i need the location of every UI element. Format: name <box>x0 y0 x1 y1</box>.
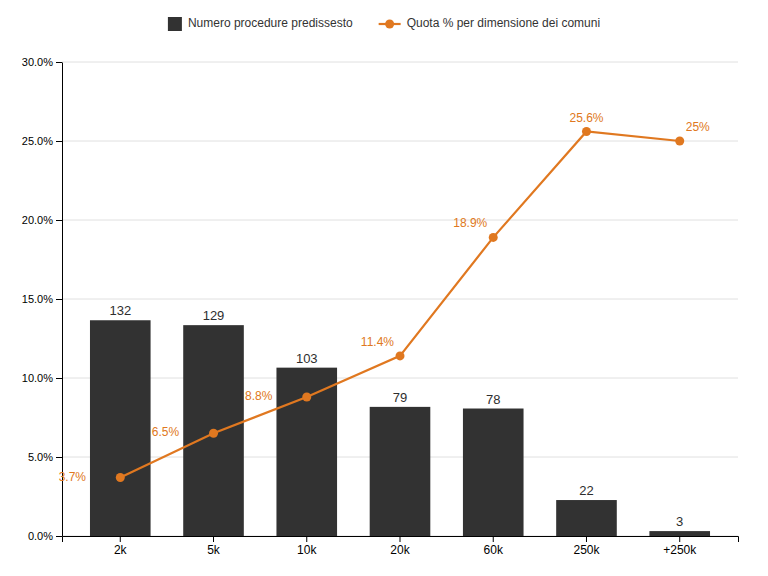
tick: 20k <box>390 536 410 557</box>
tick-label: +250k <box>663 543 697 557</box>
legend-item: Quota % per dimensione dei comuni <box>379 16 600 30</box>
tick-label: 5.0% <box>28 451 53 463</box>
data-label: 3 <box>676 514 683 529</box>
grid-line <box>62 299 738 300</box>
data-label: 3.7% <box>59 470 87 484</box>
marker <box>489 233 498 242</box>
data-label: 25.6% <box>569 111 603 125</box>
tick-label: 2k <box>114 543 128 557</box>
legend-swatch <box>168 17 182 31</box>
data-label: 22 <box>579 483 593 498</box>
tick: 10.0% <box>22 372 62 384</box>
data-label: 132 <box>109 303 131 318</box>
tick-label: 15.0% <box>22 293 53 305</box>
grid-line <box>62 141 738 142</box>
tick: 15.0% <box>22 293 62 305</box>
tick-label: 20k <box>390 543 410 557</box>
tick-label: 30.0% <box>22 56 53 68</box>
tick-mark <box>56 299 62 300</box>
tick-mark <box>586 536 587 542</box>
data-label: 129 <box>203 308 225 323</box>
tick: 5k <box>207 536 221 557</box>
data-label: 11.4% <box>361 335 394 349</box>
data-label: 18.9% <box>453 216 487 230</box>
tick-label: 0.0% <box>28 530 53 542</box>
data-label: 6.5% <box>152 425 180 439</box>
tick-label: 250k <box>573 543 600 557</box>
tick-label: 60k <box>484 543 504 557</box>
data-label: 79 <box>393 390 407 405</box>
tick-mark <box>56 457 62 458</box>
legend-item: Numero procedure predissesto <box>168 16 353 31</box>
bar <box>463 409 524 536</box>
data-label: 78 <box>486 392 500 407</box>
tick: +250k <box>663 536 697 557</box>
tick-mark <box>679 536 680 542</box>
marker <box>302 392 311 401</box>
grid-line <box>62 220 738 221</box>
line <box>120 132 679 478</box>
tick-mark <box>213 536 214 542</box>
tick: 25.0% <box>22 135 62 147</box>
tick: 5.0% <box>28 451 62 463</box>
markers <box>116 127 684 482</box>
legend: Numero procedure predissesto Quota % per … <box>168 16 600 31</box>
bar <box>276 368 337 536</box>
tick-label: 5k <box>207 543 221 557</box>
tick-mark <box>120 536 121 542</box>
tick-mark <box>306 536 307 542</box>
marker <box>209 429 218 438</box>
tick-label: 10k <box>297 543 317 557</box>
bar <box>556 500 617 536</box>
data-label: 103 <box>296 351 318 366</box>
tick: 250k <box>573 536 600 557</box>
tick-mark <box>56 141 62 142</box>
x-axis: 2k 5k 10k 20k 60k 250k +250k <box>63 536 739 557</box>
tick: 20.0% <box>22 214 62 226</box>
tick-label: 10.0% <box>22 372 53 384</box>
tick: 0.0% <box>28 530 62 542</box>
marker <box>582 127 591 136</box>
grid-line <box>62 378 738 379</box>
tick-mark <box>56 62 62 63</box>
marks <box>90 127 710 536</box>
marker <box>116 473 125 482</box>
tick: 30.0% <box>22 56 62 68</box>
bar <box>370 407 431 536</box>
tick: 60k <box>484 536 504 557</box>
grid <box>62 62 738 536</box>
axis-line <box>62 63 63 537</box>
bar <box>649 531 710 536</box>
legend-label: Quota % per dimensione dei comuni <box>407 16 600 30</box>
tick-mark <box>400 536 401 542</box>
marker <box>675 137 684 146</box>
data-label: 8.8% <box>245 389 273 403</box>
tick: 2k <box>114 536 128 557</box>
legend-label: Numero procedure predissesto <box>188 16 353 30</box>
plot: 0.0% 5.0% 10.0% 15.0% 20.0% 25.0% 30.0% 2k 5k 10k… <box>22 56 739 557</box>
bar <box>183 325 244 536</box>
bar-series <box>90 320 710 536</box>
axis-line <box>63 537 739 543</box>
marker <box>396 351 405 360</box>
tick: 10k <box>297 536 317 557</box>
data-labels: 132 129 103 79 78 22 3 3.7% 6.5% 8.8% 11.4% 18.9% 25… <box>59 111 710 530</box>
bar <box>90 320 151 536</box>
legend-swatch <box>385 20 394 29</box>
chart: 0.0% 5.0% 10.0% 15.0% 20.0% 25.0% 30.0% 2k 5k 10k… <box>0 0 768 576</box>
y-axis: 0.0% 5.0% 10.0% 15.0% 20.0% 25.0% 30.0% <box>22 56 63 542</box>
tick-mark <box>493 536 494 542</box>
tick-mark <box>56 220 62 221</box>
tick-mark <box>56 378 62 379</box>
tick-label: 20.0% <box>22 214 53 226</box>
grid-line <box>62 62 738 63</box>
tick-label: 25.0% <box>22 135 53 147</box>
tick-mark <box>56 536 62 537</box>
data-label: 25% <box>686 120 710 134</box>
